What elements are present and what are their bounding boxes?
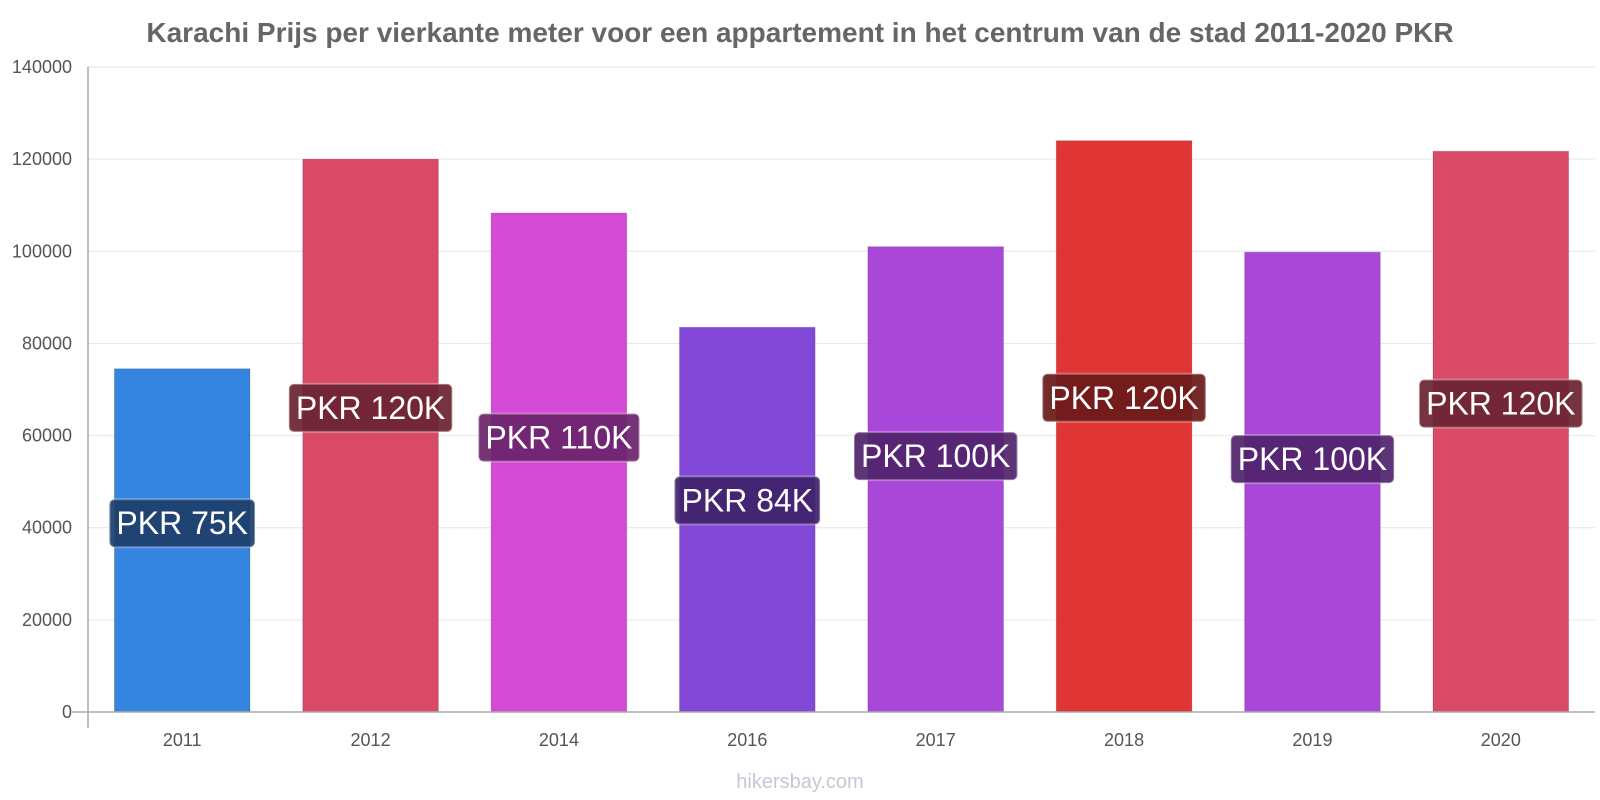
data-label-2016: PKR 84K <box>673 475 822 526</box>
data-label-box <box>108 498 256 549</box>
y-tick-label: 0 <box>62 702 72 722</box>
y-tick-label: 40000 <box>22 518 72 538</box>
bars <box>113 140 1570 713</box>
x-tick-label: 2016 <box>727 730 767 750</box>
data-label-box <box>1418 378 1584 429</box>
y-axis-ticks: 0 20000 40000 60000 80000 100000 120000 140000 <box>12 57 72 722</box>
y-tick-label: 100000 <box>12 241 72 261</box>
source-watermark: hikersbay.com <box>736 771 863 793</box>
data-label-2011: PKR 75K <box>108 498 256 549</box>
data-label-2017: PKR 100K <box>852 431 1019 482</box>
data-label-box <box>1041 372 1207 423</box>
x-tick-label: 2014 <box>539 730 579 750</box>
data-label-2018: PKR 120K <box>1041 372 1207 423</box>
y-tick-label: 80000 <box>22 333 72 353</box>
y-tick-label: 60000 <box>22 426 72 446</box>
bar-2014 <box>490 212 628 713</box>
data-label-text: PKR 100K <box>861 438 1010 474</box>
data-label-2020: PKR 120K <box>1418 378 1584 429</box>
data-label-box <box>477 412 641 463</box>
x-tick-label: 2020 <box>1481 730 1521 750</box>
data-label-box <box>673 475 822 526</box>
data-labels: PKR 75K PKR 120K PKR 110K PKR 84K PKR 100K PK… <box>108 372 1584 549</box>
data-label-box <box>287 382 454 433</box>
data-label-text: PKR 120K <box>296 390 445 426</box>
data-label-2019: PKR 100K <box>1229 434 1396 485</box>
chart-title: Karachi Prijs per vierkante meter voor e… <box>146 17 1453 48</box>
data-label-text: PKR 120K <box>1049 380 1198 416</box>
x-tick-label: 2012 <box>351 730 391 750</box>
data-label-text: PKR 84K <box>682 482 814 518</box>
x-tick-label: 2019 <box>1292 730 1332 750</box>
bar-2018 <box>1055 140 1193 713</box>
x-tick-label: 2011 <box>163 730 202 750</box>
data-label-text: PKR 75K <box>116 505 248 541</box>
data-label-2012: PKR 120K <box>287 382 454 433</box>
data-label-text: PKR 120K <box>1426 386 1575 422</box>
y-tick-label: 140000 <box>12 57 72 77</box>
x-tick-label: 2017 <box>916 730 956 750</box>
data-label-2014: PKR 110K <box>477 412 641 463</box>
data-label-box <box>1229 434 1396 485</box>
data-label-text: PKR 110K <box>485 420 632 456</box>
y-tick-label: 120000 <box>12 149 72 169</box>
data-label-text: PKR 100K <box>1238 441 1387 477</box>
bar-2012 <box>302 158 439 713</box>
x-tick-label: 2018 <box>1104 730 1144 750</box>
y-tick-label: 20000 <box>22 610 72 630</box>
data-label-box <box>852 431 1019 482</box>
bar-2020 <box>1432 150 1570 713</box>
x-axis-ticks: 2011 2012 2014 2016 2017 2018 2019 2020 <box>163 730 1521 750</box>
